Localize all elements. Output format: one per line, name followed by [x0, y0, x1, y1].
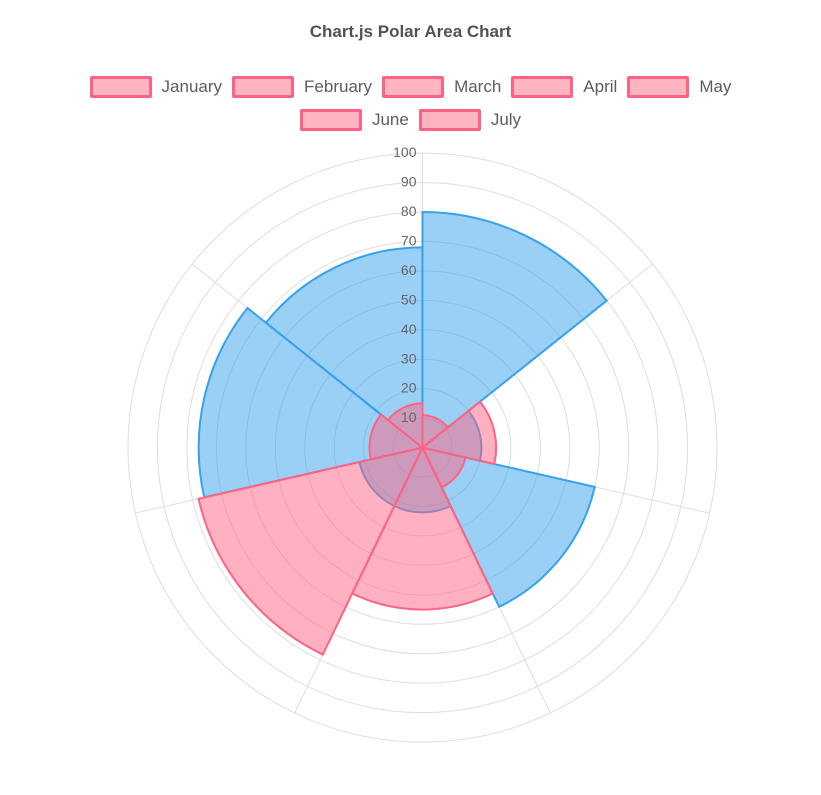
svg-text:90: 90: [401, 174, 417, 190]
svg-text:40: 40: [401, 321, 417, 337]
svg-text:70: 70: [401, 232, 417, 248]
svg-text:20: 20: [401, 380, 417, 396]
svg-text:10: 10: [401, 409, 417, 425]
svg-text:30: 30: [401, 350, 417, 366]
svg-text:60: 60: [401, 262, 417, 278]
svg-text:50: 50: [401, 291, 417, 307]
svg-text:100: 100: [393, 144, 417, 160]
svg-text:80: 80: [401, 203, 417, 219]
